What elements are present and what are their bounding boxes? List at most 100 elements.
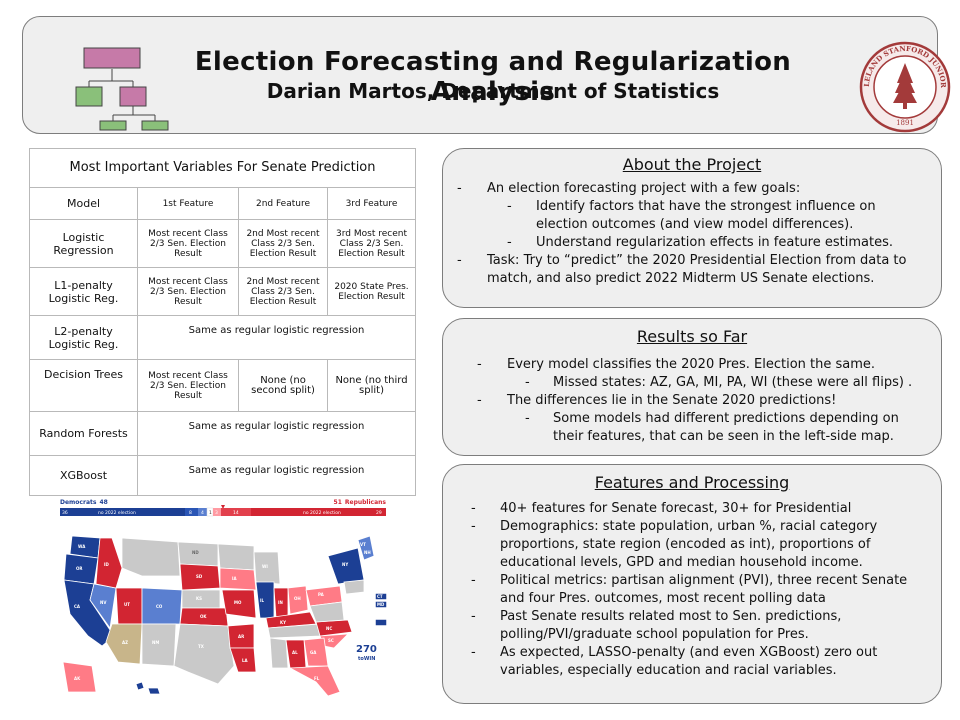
item-text: Identify factors that have the strongest… [536, 199, 876, 232]
state-label: AZ [122, 640, 128, 645]
state-label: PA [318, 592, 325, 597]
list-item: - Demographics: state population, urban %… [471, 519, 878, 570]
seal-year: 1891 [896, 119, 914, 127]
logo-number: 270 [356, 644, 377, 655]
merged-feature-cell: Same as regular logistic regression [136, 315, 417, 360]
list-item: - Understand regularization effects in fe… [507, 235, 893, 250]
bar-value: 29 [376, 510, 382, 516]
results-panel: Results so Far - Every model classifies t… [442, 318, 942, 456]
state-label: CO [156, 604, 163, 609]
header-banner: Election Forecasting and Regularization … [22, 16, 951, 134]
tree-diagram-icon [75, 47, 169, 131]
state-label: LA [242, 658, 249, 663]
list-item: - Political metrics: partisan alignment (… [471, 573, 908, 606]
state-label: IA [232, 576, 237, 581]
model-name: Random Forests [29, 411, 138, 456]
state-label: FL [314, 676, 320, 681]
list-item: - Task: Try to “predict” the 2020 Preside… [457, 253, 907, 286]
state-label: HI [144, 688, 149, 693]
state-label: SD [196, 574, 203, 579]
model-name: L1-penalty Logistic Reg. [29, 267, 138, 316]
table-row: Decision Trees Most recent Class 2/3 Sen… [29, 359, 417, 412]
list-item: -40+ features for Senate forecast, 30+ f… [471, 501, 852, 516]
table-row: Random Forests Same as regular logistic … [29, 411, 417, 456]
dem-label: Democrats [60, 499, 97, 506]
table-row: XGBoost Same as regular logistic regress… [29, 455, 417, 496]
column-header-model: Model [29, 187, 138, 220]
state-label: IL [260, 598, 264, 603]
list-item: - Identify factors that have the stronges… [507, 199, 876, 232]
state-label: OR [76, 566, 82, 571]
feature-cell: Most recent Class 2/3 Sen. Election Resu… [137, 219, 239, 268]
university-seal-logo: LELAND STANFORD JUNIOR UNIVERSITY 1891 [859, 41, 951, 133]
item-text: An election forecasting project with a f… [487, 181, 801, 196]
rep-label: Republicans [345, 499, 387, 506]
state-label: MO [234, 600, 242, 605]
feature-cell: 2nd Most recent Class 2/3 Sen. Election … [238, 267, 328, 316]
feature-cell: None (no third split) [326, 359, 417, 412]
about-heading: About the Project [622, 155, 762, 174]
bar-value: 36 [62, 510, 68, 516]
feature-cell: 3rd Most recent Class 2/3 Sen. Election … [326, 219, 417, 268]
results-list: - Every model classifies the 2020 Pres. E… [443, 356, 941, 446]
rep-count: 51 [334, 499, 342, 506]
state-label: ND [192, 550, 199, 555]
item-text: Political metrics: partisan alignment (P… [500, 573, 908, 606]
state-label: WA [78, 544, 86, 549]
bar-value: 14 [233, 510, 239, 516]
item-text: Demographics: state population, urban %,… [500, 519, 878, 570]
senate-variables-table: Most Important Variables For Senate Pred… [28, 148, 417, 496]
dem-count: 48 [99, 499, 107, 506]
list-item: - An election forecasting project with a … [457, 181, 801, 196]
merged-feature-cell: Same as regular logistic regression [136, 411, 417, 456]
model-name: Logistic Regression [29, 219, 138, 268]
state-label: AK [74, 676, 81, 681]
state-label: NV [100, 600, 107, 605]
bar-value: 3 [215, 510, 218, 516]
feature-cell: Most recent Class 2/3 Sen. Election Resu… [137, 267, 239, 316]
state-label: GA [310, 650, 317, 655]
state-label: NY [342, 562, 348, 567]
feature-cell: 2020 State Pres. Election Result [326, 267, 417, 316]
item-text: Task: Try to “predict” the 2020 Presiden… [487, 253, 907, 286]
state-label: AR [238, 634, 244, 639]
bar-value: 1 [209, 510, 212, 516]
state-label: MD [377, 602, 385, 607]
author-line: Darian Martos, Department of Statistics [266, 79, 720, 103]
bar-value: no 2022 election [98, 510, 136, 516]
table-row: Logistic Regression Most recent Class 2/… [29, 219, 417, 268]
feature-cell: Most recent Class 2/3 Sen. Election Resu… [137, 359, 239, 412]
list-item: - Missed states: AZ, GA, MI, PA, WI (thes… [525, 375, 913, 390]
column-header-1st: 1st Feature [137, 187, 239, 220]
feature-cell: 2nd Most recent Class 2/3 Sen. Election … [238, 219, 328, 268]
column-header-2nd: 2nd Feature [238, 187, 328, 220]
list-item: - Past Senate results related most to Sen… [471, 609, 842, 642]
model-name: Decision Trees [29, 359, 138, 412]
item-text: Missed states: AZ, GA, MI, PA, WI (these… [553, 375, 913, 390]
features-heading: Features and Processing [594, 473, 790, 492]
list-item: - Some models had different predictions d… [525, 411, 899, 444]
senate-forecast-map: Democrats 48 51 Republicans 36 no 2022 ele… [58, 496, 388, 706]
features-panel: Features and Processing -40+ features fo… [442, 464, 942, 704]
item-text: Understand regularization effects in fea… [536, 235, 893, 250]
list-item: - Every model classifies the 2020 Pres. E… [477, 357, 876, 372]
results-heading: Results so Far [636, 327, 748, 346]
state-label: OH [294, 596, 301, 601]
feature-cell: None (no second split) [238, 359, 328, 412]
item-text: Every model classifies the 2020 Pres. El… [507, 357, 876, 372]
bar-value: 8 [189, 510, 192, 516]
state-label: UT [124, 602, 130, 607]
state-label: NC [326, 626, 332, 631]
state-label: SC [328, 638, 334, 643]
us-map-graphic: Democrats 48 51 Republicans 36 no 2022 ele… [60, 499, 387, 697]
state-label: KY [280, 620, 286, 625]
state-label: WI [262, 564, 268, 569]
table-row: L2-penalty Logistic Reg. Same as regular… [29, 315, 417, 360]
bar-value: 4 [201, 510, 204, 516]
model-name: XGBoost [29, 455, 138, 496]
column-header-3rd: 3rd Feature [326, 187, 417, 220]
about-panel: About the Project - An election forecasti… [442, 148, 942, 308]
bar-value: no 2022 election [303, 510, 341, 516]
